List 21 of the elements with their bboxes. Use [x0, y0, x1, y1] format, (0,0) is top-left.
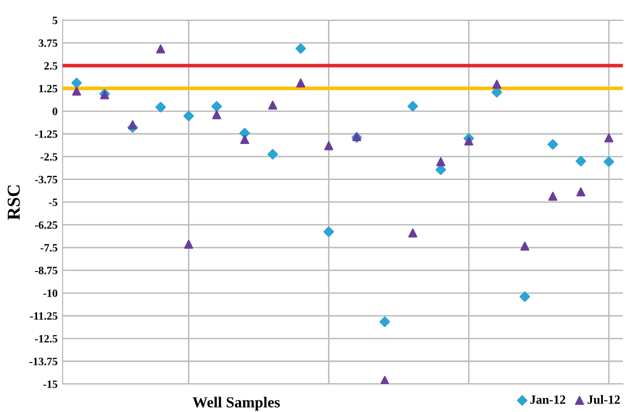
y-tick-label: -8.75 [35, 266, 58, 274]
y-tick-label: -15 [43, 380, 58, 388]
legend-label: Jan-12 [530, 395, 566, 404]
y-tick-label: -1.25 [35, 130, 58, 138]
y-tick-label: 1.25 [39, 84, 58, 92]
y-tick-label: -5 [48, 198, 58, 206]
y-tick-label: 3.75 [38, 39, 58, 47]
x-axis-title: Well Samples [192, 396, 280, 411]
y-tick-label: 0 [52, 108, 58, 116]
y-tick-label: -12.5 [35, 335, 58, 343]
y-tick-label: 2.5 [44, 62, 58, 70]
y-tick-label: -10 [43, 290, 58, 297]
y-axis-title: RSC [8, 185, 20, 220]
y-tick-label: -13.75 [29, 358, 58, 366]
y-tick-label: -2.5 [40, 153, 58, 161]
y-tick-label: 5 [52, 16, 58, 24]
y-tick-label: -11.25 [30, 312, 58, 320]
y-tick-label: -7.5 [40, 244, 58, 252]
legend-label: Jul-12 [588, 395, 620, 404]
y-tick-label: -6.25 [35, 221, 58, 229]
y-tick-label: -3.75 [35, 176, 58, 184]
